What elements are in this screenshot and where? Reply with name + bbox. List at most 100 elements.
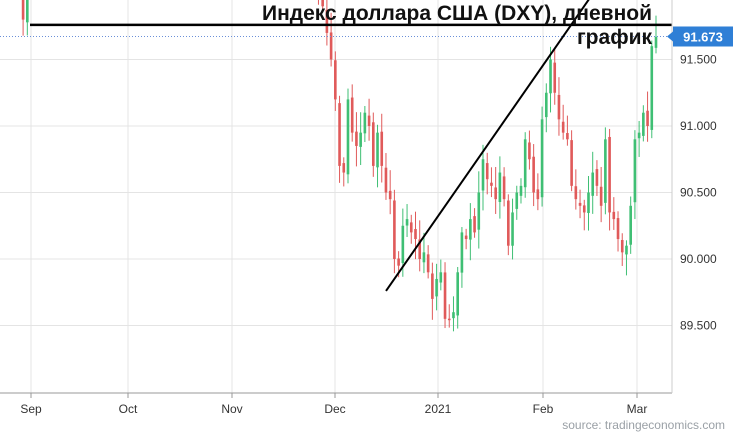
x-tick-label: Mar [627,402,648,416]
x-tick-label: Oct [119,402,138,416]
x-tick-label: Feb [533,402,554,416]
candle-body [380,131,384,166]
candle-body [418,239,422,259]
x-tick-label: Dec [324,402,345,416]
candle-body [401,225,405,264]
x-tick-label: Sep [20,402,42,416]
candle-body [570,140,573,186]
y-tick-label: 89.500 [680,319,717,333]
candle-body [616,218,620,240]
candle-body [469,219,472,240]
annotation-lines-layer [0,0,672,292]
candle-body [367,115,371,126]
candle-body [519,185,523,196]
candle-body [363,112,367,134]
candle-body [376,132,379,168]
y-tick-label: 91.500 [680,53,717,67]
candle-body [460,232,464,273]
candle-body [561,121,565,133]
y-tick-label: 91.000 [680,119,717,133]
candle-body [414,229,417,240]
y-tick-label: 90.500 [680,186,717,200]
candle-body [646,110,649,126]
candle-body [473,216,476,233]
candle-body [21,0,25,20]
candle-body [498,172,502,202]
candle-body [528,142,531,160]
y-tick-label: 90.000 [680,252,717,266]
candle-body [355,131,358,146]
candle-body [507,200,510,246]
candle-body [620,240,624,253]
candle-body [388,190,392,200]
candle-body [625,245,628,255]
candle-body [502,176,506,200]
candles-layer [21,0,658,332]
candle-body [540,119,544,198]
candle-body [26,0,29,23]
candle-body [490,182,493,186]
candle-body [654,36,658,48]
candle-body [587,192,590,214]
candle-body [544,92,548,118]
candle-body [405,219,409,226]
candle-body [485,163,489,180]
candle-body [443,272,447,319]
candle-body [549,59,552,94]
candle-body [574,186,578,200]
chart-title: Индекс доллара США (DXY), дневной график [262,2,652,49]
candle-body [578,202,582,206]
candle-body [629,205,632,245]
candle-body [334,60,337,100]
candle-body [553,62,557,93]
candle-body [452,312,455,319]
candle-body [321,0,324,7]
candle-body [359,132,362,147]
grid-layer [0,0,672,393]
candle-body [346,99,350,175]
last-price-label: 91.673 [683,29,723,44]
candle-body [426,254,430,273]
axes-layer: 89.50090.00090.50091.00091.50092.00092.5… [0,0,733,416]
candle-body [599,186,603,206]
candle-body [557,94,561,120]
candle-body [481,159,485,191]
last-price-label-bg [673,26,733,47]
candle-body [595,169,599,186]
candle-body [338,103,341,166]
candle-body [612,211,616,220]
candle-body [431,273,434,299]
candle-body [329,32,333,60]
candle-body [566,133,569,140]
candle-body [350,97,354,133]
candle-body [523,139,527,188]
candle-body [642,112,645,136]
candle-body [422,252,426,263]
last-price-label-pointer [667,31,673,42]
candle-body [582,205,586,213]
candle-body [342,163,346,173]
x-tick-label: Nov [221,402,242,416]
candle-body [397,258,400,266]
candle-body [515,192,519,209]
candle-body [532,156,535,193]
candle-body [384,167,388,193]
candle-body [604,139,607,203]
candle-body [393,200,396,259]
candle-body [447,318,451,321]
candle-body [608,136,611,213]
candle-body [511,212,514,246]
candle-body [464,235,468,240]
candle-body [591,172,595,196]
trend-line [385,0,590,292]
candle-body [456,272,459,316]
candle-body [325,9,329,33]
candle-body [371,122,375,166]
source-credit: source: tradingeconomics.com [562,418,725,432]
candle-body [477,192,481,230]
x-tick-label: 2021 [425,402,452,416]
candle-body [435,278,438,297]
candle-body [650,46,654,130]
